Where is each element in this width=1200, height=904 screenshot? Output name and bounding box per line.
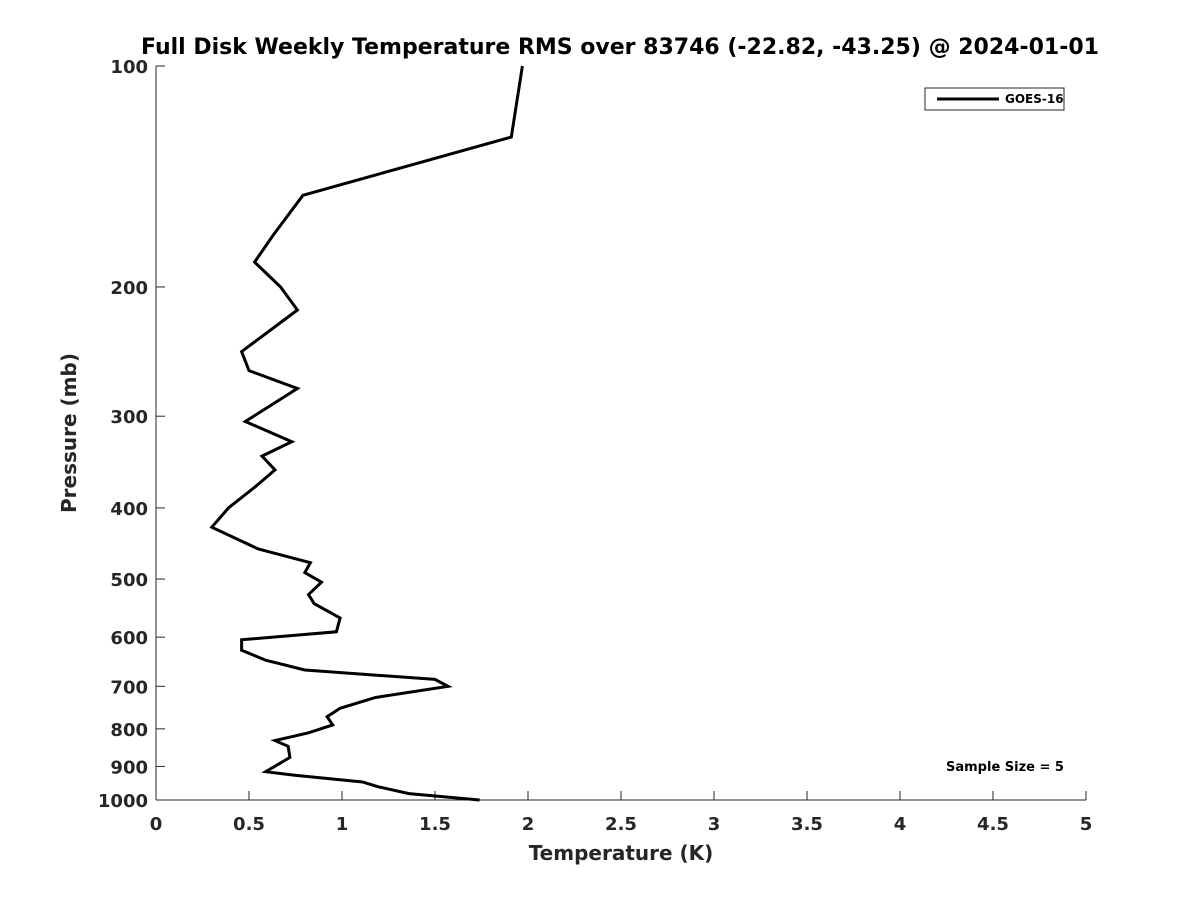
- y-tick-label: 700: [110, 677, 148, 698]
- x-tick-label: 0: [150, 814, 163, 835]
- x-tick-label: 2: [522, 814, 535, 835]
- y-tick-label: 400: [110, 499, 148, 520]
- y-tick-label: 600: [110, 628, 148, 649]
- series-line-goes-16: [209, 65, 524, 802]
- legend-label-goes-16: GOES-16: [1005, 92, 1064, 106]
- y-tick-label: 1000: [98, 791, 148, 812]
- x-tick-label: 2.5: [605, 814, 637, 835]
- y-tick-label: 100: [110, 57, 148, 78]
- x-tick-label: 4.5: [977, 814, 1009, 835]
- x-tick-label: 1: [336, 814, 349, 835]
- series-lines: [209, 65, 524, 802]
- x-axis-label: Temperature (K): [529, 841, 714, 865]
- x-tick-label: 4: [894, 814, 907, 835]
- sample-size-annotation: Sample Size = 5: [946, 760, 1064, 775]
- x-tick-label: 3.5: [791, 814, 823, 835]
- x-tick-label: 0.5: [233, 814, 265, 835]
- x-tick-label: 3: [708, 814, 721, 835]
- y-tick-label: 800: [110, 720, 148, 741]
- y-axis-label: Pressure (mb): [57, 353, 81, 513]
- y-tick-label: 500: [110, 570, 148, 591]
- x-tick-label: 1.5: [419, 814, 451, 835]
- x-axis-ticks: 0 0.5 1 1.5 2 2.5 3 3.5 4 4.5 5: [150, 791, 1093, 835]
- chart-title: Full Disk Weekly Temperature RMS over 83…: [141, 35, 1099, 60]
- y-tick-label: 300: [110, 407, 148, 428]
- x-tick-label: 5: [1080, 814, 1093, 835]
- y-axis-ticks: 100 200 300 400 500 600 700 800 900 1000: [98, 57, 165, 812]
- y-tick-label: 200: [110, 278, 148, 299]
- y-tick-label: 900: [110, 757, 148, 778]
- legend: GOES-16: [924, 87, 1065, 111]
